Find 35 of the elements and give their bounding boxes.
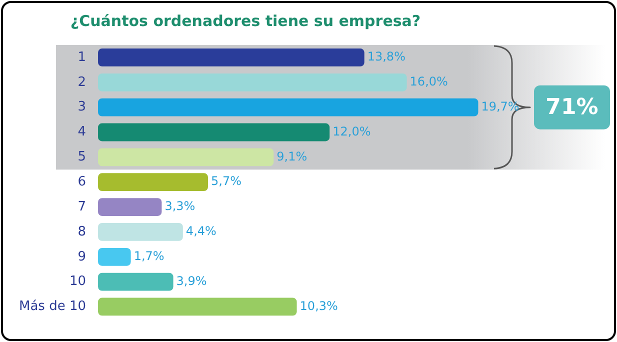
data-label: 3,9% [176,274,207,288]
data-label: 1,7% [134,249,164,264]
y-tick-label: 9 [78,249,86,264]
bar [98,73,407,92]
y-tick-label: 8 [78,224,86,240]
bar [98,48,364,66]
data-label: 16,0% [410,74,448,89]
y-tick-label: 3 [78,100,86,115]
bar [98,198,162,216]
y-tick-label: 10 [69,274,86,290]
bar [98,248,131,266]
data-label: 4,4% [186,224,216,238]
y-tick-label: 5 [78,150,86,165]
y-tick-label: 4 [78,124,86,140]
data-label: 10,3% [300,298,338,313]
band-label: 71% [546,95,598,120]
y-tick-label: 7 [78,199,86,214]
data-label: 12,0% [332,124,371,138]
bar [98,148,274,166]
data-label: 19,7% [481,99,520,114]
data-label: 9,1% [276,149,308,164]
bar [98,272,174,291]
bar [98,123,330,142]
y-tick-label: 1 [78,50,86,65]
data-label: 3,3% [164,199,196,214]
bar [98,98,478,116]
bar [98,223,183,241]
y-tick-label: Más de 10 [18,299,86,314]
data-label: 5,7% [211,174,242,188]
bar [98,298,297,316]
data-label: 13,8% [367,50,406,64]
chart-title: ¿Cuántos ordenadores tiene su empresa? [70,12,421,30]
y-tick-label: 2 [78,74,86,90]
bar [98,173,208,192]
y-tick-label: 6 [78,174,86,190]
